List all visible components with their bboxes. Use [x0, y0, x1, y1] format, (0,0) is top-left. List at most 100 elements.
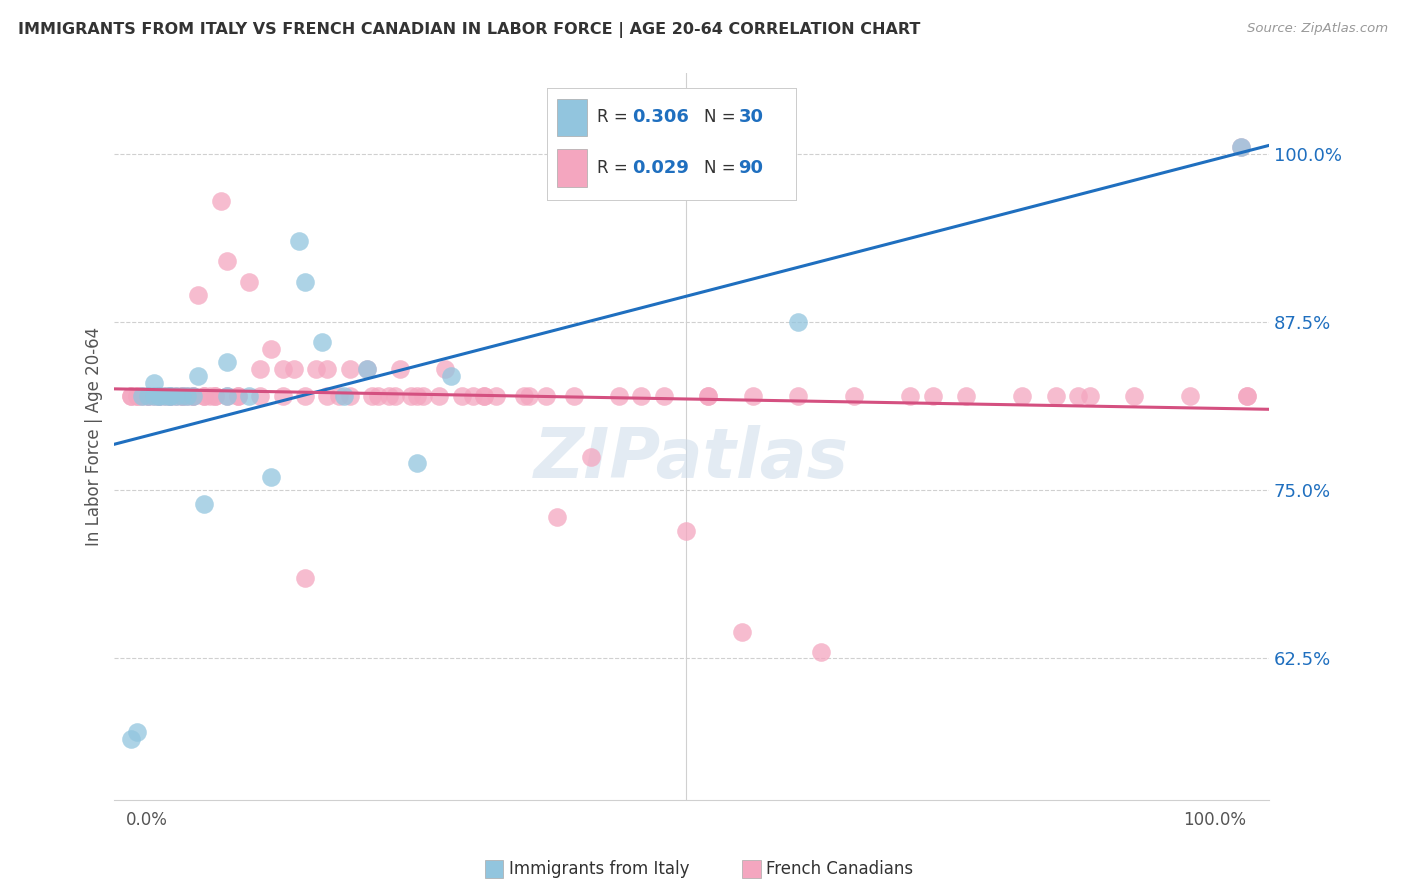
Point: [193, 497, 215, 511]
Point: [271, 362, 294, 376]
Point: [125, 725, 148, 739]
Point: [333, 389, 356, 403]
Point: [429, 389, 451, 403]
Point: [1078, 389, 1101, 403]
Point: [472, 389, 495, 403]
Point: [294, 571, 316, 585]
Point: [181, 389, 204, 403]
Point: [204, 389, 226, 403]
Y-axis label: In Labor Force | Age 20-64: In Labor Force | Age 20-64: [86, 326, 103, 546]
Point: [451, 389, 474, 403]
Point: [434, 362, 457, 376]
Point: [328, 389, 350, 403]
Point: [440, 368, 463, 383]
Point: [238, 275, 260, 289]
Point: [136, 389, 159, 403]
Point: [193, 389, 215, 403]
Point: [955, 389, 977, 403]
Text: Source: ZipAtlas.com: Source: ZipAtlas.com: [1247, 22, 1388, 36]
Point: [1067, 389, 1090, 403]
Point: [170, 389, 193, 403]
Point: [1011, 389, 1033, 403]
Point: [159, 389, 181, 403]
Point: [1236, 389, 1258, 403]
Point: [238, 389, 260, 403]
Point: [271, 389, 294, 403]
Point: [120, 389, 142, 403]
Point: [165, 389, 187, 403]
Text: 100.0%: 100.0%: [1184, 811, 1247, 829]
Point: [142, 389, 165, 403]
Point: [215, 389, 238, 403]
Point: [125, 389, 148, 403]
Point: [742, 389, 765, 403]
Point: [579, 450, 602, 464]
Point: [384, 389, 406, 403]
Point: [697, 389, 720, 403]
Point: [316, 389, 339, 403]
Point: [461, 389, 484, 403]
Point: [187, 288, 209, 302]
Point: [534, 389, 557, 403]
Point: [412, 389, 434, 403]
Point: [1230, 140, 1253, 154]
Point: [153, 389, 176, 403]
Point: [170, 389, 193, 403]
Point: [136, 389, 159, 403]
Point: [260, 342, 283, 356]
Point: [562, 389, 585, 403]
Point: [215, 254, 238, 268]
Point: [142, 376, 165, 390]
Point: [731, 624, 754, 639]
Point: [512, 389, 534, 403]
Point: [546, 510, 568, 524]
Point: [787, 389, 810, 403]
Point: [170, 389, 193, 403]
Point: [142, 389, 165, 403]
Point: [159, 389, 181, 403]
Point: [148, 389, 170, 403]
Point: [226, 389, 249, 403]
Point: [339, 389, 361, 403]
Point: [787, 315, 810, 329]
Point: [697, 389, 720, 403]
Point: [921, 389, 943, 403]
Point: [198, 389, 221, 403]
Point: [406, 389, 429, 403]
Point: [136, 389, 159, 403]
Point: [294, 275, 316, 289]
Point: [249, 389, 271, 403]
Point: [148, 389, 170, 403]
Point: [472, 389, 495, 403]
Point: [148, 389, 170, 403]
Point: [389, 362, 412, 376]
Point: [215, 389, 238, 403]
Point: [120, 732, 142, 747]
Point: [1230, 140, 1253, 154]
Point: [159, 389, 181, 403]
Point: [378, 389, 401, 403]
Point: [339, 362, 361, 376]
Point: [176, 389, 198, 403]
Point: [311, 335, 333, 350]
Point: [176, 389, 198, 403]
Point: [215, 355, 238, 369]
Point: [1180, 389, 1202, 403]
Text: 0.0%: 0.0%: [125, 811, 167, 829]
Point: [356, 362, 378, 376]
Point: [294, 389, 316, 403]
Text: ZIPatlas: ZIPatlas: [534, 425, 849, 491]
Point: [204, 389, 226, 403]
Point: [249, 362, 271, 376]
Text: Immigrants from Italy: Immigrants from Italy: [509, 860, 689, 878]
Point: [153, 389, 176, 403]
Point: [209, 194, 232, 208]
Point: [361, 389, 384, 403]
Point: [484, 389, 506, 403]
Point: [181, 389, 204, 403]
Point: [367, 389, 389, 403]
Point: [356, 362, 378, 376]
Point: [898, 389, 921, 403]
Text: French Canadians: French Canadians: [766, 860, 914, 878]
Point: [810, 645, 832, 659]
